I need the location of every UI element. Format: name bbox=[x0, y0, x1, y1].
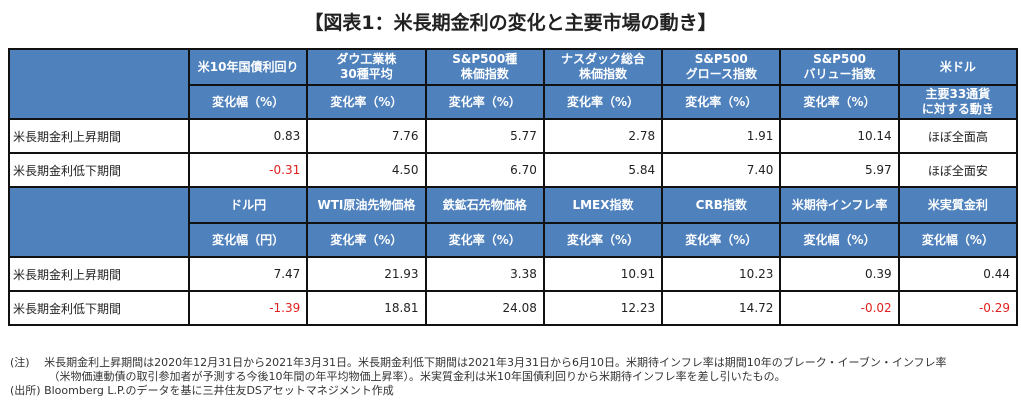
header-cell: 変化率（%） bbox=[661, 84, 782, 120]
value-cell: 7.76 bbox=[306, 118, 427, 154]
value-cell: -0.31 bbox=[187, 152, 309, 188]
value-cell: 12.23 bbox=[542, 290, 664, 326]
header-cell: 変化率（%） bbox=[424, 222, 545, 258]
page-title: 【図表1：米長期金利の変化と主要市場の動き】 bbox=[304, 12, 717, 34]
value-cell: 6.70 bbox=[424, 152, 545, 188]
row-label: 米長期金利上昇期間 bbox=[8, 256, 190, 292]
value-cell: 24.08 bbox=[424, 290, 545, 326]
value-cell: -0.02 bbox=[779, 290, 900, 326]
market-table: 米10年国債利回り ダウ工業株 30種平均 S&P500種 株価指数 ナスダック総合 … bbox=[8, 48, 1019, 326]
header-cell: ナスダック総合 株価指数 bbox=[542, 48, 664, 86]
value-cell: 14.72 bbox=[661, 290, 782, 326]
value-cell: 7.40 bbox=[661, 152, 782, 188]
header-cell: 変化率（%） bbox=[542, 222, 664, 258]
value-cell: 7.47 bbox=[187, 256, 309, 292]
value-cell: -1.39 bbox=[187, 290, 309, 326]
value-cell: 0.39 bbox=[779, 256, 900, 292]
source-line: (出所) Bloomberg L.P.のデータを基に三井住友DSアセットマネジメ… bbox=[10, 384, 394, 397]
header-cell: CRB指数 bbox=[661, 186, 782, 224]
value-cell: ほぼ全面安 bbox=[897, 152, 1019, 188]
header-cell: 変化率（%） bbox=[424, 84, 545, 120]
header-cell: S&P500種 株価指数 bbox=[424, 48, 545, 86]
table-row: 米長期金利上昇期間 7.47 21.93 3.38 10.91 10.23 0.39 0.44 bbox=[8, 256, 1019, 292]
header-cell: 米期待インフレ率 bbox=[779, 186, 900, 224]
header-cell: 米ドル bbox=[897, 48, 1019, 86]
value-cell: 5.97 bbox=[779, 152, 900, 188]
header-cell: 変化幅（%） bbox=[187, 84, 309, 120]
header-cell: ダウ工業株 30種平均 bbox=[306, 48, 427, 86]
value-cell: 4.50 bbox=[306, 152, 427, 188]
notes: (注) 米長期金利上昇期間は2020年12月31日から2021年3月31日。米長… bbox=[10, 356, 947, 398]
corner-cell bbox=[8, 186, 190, 258]
header-cell: 主要33通貨 に対する動き bbox=[897, 84, 1019, 120]
table-row: 米長期金利上昇期間 0.83 7.76 5.77 2.78 1.91 10.14 ほぼ全面高 bbox=[8, 118, 1019, 154]
header-cell: 変化率（%） bbox=[661, 222, 782, 258]
header-cell: 米10年国債利回り bbox=[187, 48, 309, 86]
value-cell: -0.29 bbox=[897, 290, 1019, 326]
header-cell: 変化幅（%） bbox=[897, 222, 1019, 258]
header-cell: 米実質金利 bbox=[897, 186, 1019, 224]
value-cell: 0.44 bbox=[897, 256, 1019, 292]
value-cell: 18.81 bbox=[306, 290, 427, 326]
table-row: 米長期金利低下期間 -1.39 18.81 24.08 12.23 14.72 -0.02-… bbox=[8, 290, 1019, 326]
value-cell: 2.78 bbox=[542, 118, 664, 154]
value-cell: 5.77 bbox=[424, 118, 545, 154]
table1-units-row: 変化幅（%） 変化率（%） 変化率（%） 変化率（%） 変化率（%） 変化率（%） 主要33… bbox=[9, 84, 1019, 120]
value-cell: 10.91 bbox=[542, 256, 664, 292]
value-cell: 1.91 bbox=[661, 118, 782, 154]
value-cell: 5.84 bbox=[542, 152, 664, 188]
header-cell: 変化率（%） bbox=[542, 84, 664, 120]
header-cell: LMEX指数 bbox=[542, 186, 664, 224]
table1-headers-row: 米10年国債利回り ダウ工業株 30種平均 S&P500種 株価指数 ナスダック総合 … bbox=[8, 48, 1019, 120]
row-label: 米長期金利低下期間 bbox=[8, 152, 190, 188]
header-cell: 変化率（%） bbox=[306, 84, 427, 120]
header-cell: 鉄鉱石先物価格 bbox=[424, 186, 545, 224]
value-cell: 3.38 bbox=[424, 256, 545, 292]
note-line-1: (注) 米長期金利上昇期間は2020年12月31日から2021年3月31日。米長… bbox=[10, 356, 947, 369]
header-cell: ドル円 bbox=[187, 186, 309, 224]
value-cell: 21.93 bbox=[306, 256, 427, 292]
note-line-2: （米物価連動債の取引参加者が予測する今後10年間の年平均物価上昇率）。米実質金利… bbox=[10, 370, 786, 383]
header-cell: S&P500 グロース指数 bbox=[661, 48, 782, 86]
table2-headers-row: ドル円 WTI原油先物価格 鉄鉱石先物価格 LMEX指数 CRB指数 米期待インフレ率 米実… bbox=[8, 186, 1019, 258]
value-cell: ほぼ全面高 bbox=[897, 118, 1019, 154]
corner-cell bbox=[8, 48, 190, 120]
row-label: 米長期金利低下期間 bbox=[8, 290, 190, 326]
table2-units-row: 変化幅（円） 変化率（%） 変化率（%） 変化率（%） 変化率（%） 変化幅（%） 変化幅（… bbox=[9, 222, 1019, 258]
row-label: 米長期金利上昇期間 bbox=[8, 118, 190, 154]
header-cell: 変化率（%） bbox=[779, 84, 900, 120]
header-cell: 変化率（%） bbox=[306, 222, 427, 258]
table-row: 米長期金利低下期間 -0.31 4.50 6.70 5.84 7.40 5.97 ほぼ全面安 bbox=[8, 152, 1019, 188]
header-cell: WTI原油先物価格 bbox=[306, 186, 427, 224]
header-cell: S&P500 バリュー指数 bbox=[779, 48, 900, 86]
value-cell: 10.14 bbox=[779, 118, 900, 154]
value-cell: 0.83 bbox=[187, 118, 309, 154]
value-cell: 10.23 bbox=[661, 256, 782, 292]
header-cell: 変化幅（円） bbox=[187, 222, 309, 258]
header-cell: 変化幅（%） bbox=[779, 222, 900, 258]
